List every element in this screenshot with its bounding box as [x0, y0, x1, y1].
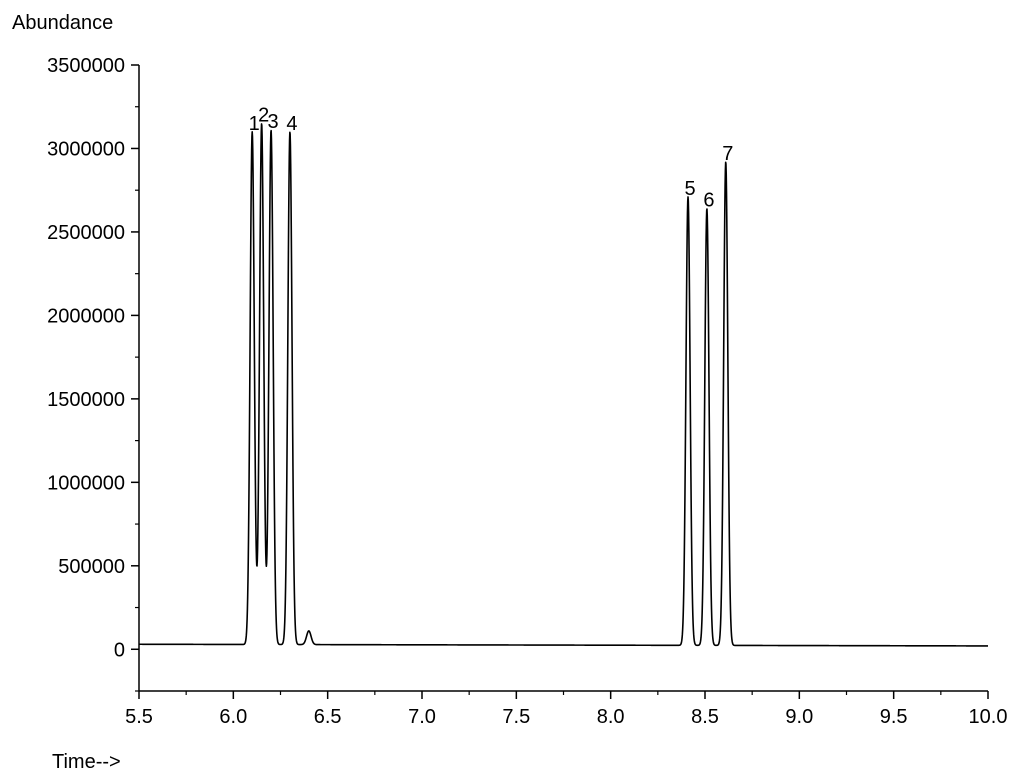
y-tick-label: 0	[114, 639, 125, 661]
ticks: 5.5 6.0 6.5 7.0 7.5 8.0 8.5 9.0 9.5 10.0 0 500000 10…	[47, 55, 1007, 728]
peak-label-4: 4	[286, 113, 297, 135]
y-tick-label: 500000	[58, 556, 125, 578]
x-axis-title: Time-->	[52, 751, 121, 773]
peak-label-1: 1	[249, 113, 260, 135]
peak-label-2: 2	[258, 104, 269, 126]
x-tick-label: 9.0	[785, 706, 813, 728]
peak-label-3: 3	[268, 111, 279, 133]
peak-labels: 123 4 56 7	[249, 104, 734, 211]
x-tick-label: 7.0	[408, 706, 436, 728]
x-tick-label: 10.0	[969, 706, 1008, 728]
x-tick-label: 9.5	[880, 706, 908, 728]
y-tick-label: 3500000	[47, 55, 125, 77]
x-tick-label: 8.0	[597, 706, 625, 728]
x-tick-label: 5.5	[125, 706, 153, 728]
y-axis-title: Abundance	[12, 12, 113, 34]
y-tick-label: 2000000	[47, 305, 125, 327]
peak-label-5: 5	[684, 178, 695, 200]
x-tick-label: 6.5	[314, 706, 342, 728]
x-tick-label: 6.0	[219, 706, 247, 728]
x-tick-label: 7.5	[502, 706, 530, 728]
y-tick-label: 2500000	[47, 222, 125, 244]
y-tick-label: 1500000	[47, 389, 125, 411]
y-tick-label: 3000000	[47, 138, 125, 160]
peak-label-7: 7	[722, 143, 733, 165]
y-tick-label: 1000000	[47, 472, 125, 494]
peak-label-6: 6	[703, 190, 714, 212]
chromatogram-trace	[138, 123, 989, 647]
axes	[138, 65, 988, 692]
x-tick-label: 8.5	[691, 706, 719, 728]
